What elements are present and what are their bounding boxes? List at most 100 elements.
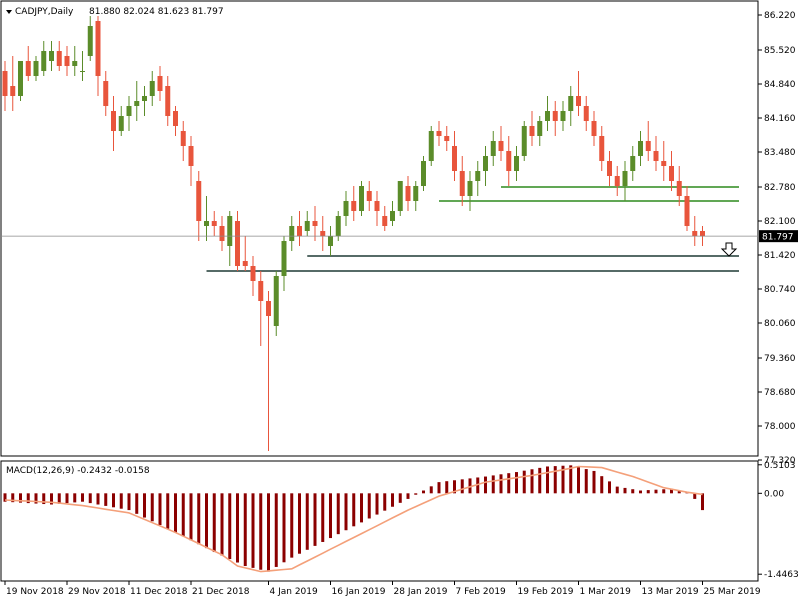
macd-bar bbox=[143, 493, 146, 518]
candle-body bbox=[397, 181, 403, 211]
macd-bar bbox=[212, 493, 216, 553]
time-tick-label: 13 Mar 2019 bbox=[642, 587, 699, 597]
candle bbox=[219, 216, 225, 251]
macd-bar bbox=[398, 493, 402, 503]
candle bbox=[452, 131, 457, 181]
macd-tick-label: 0.5103 bbox=[764, 461, 796, 471]
candle bbox=[188, 136, 194, 186]
macd-bar bbox=[476, 477, 480, 494]
macd-bar bbox=[584, 469, 588, 494]
macd-bar bbox=[468, 478, 472, 494]
macd-bar bbox=[57, 493, 61, 504]
candle-body bbox=[452, 146, 457, 171]
macd-bar bbox=[228, 493, 232, 560]
macd-bar bbox=[313, 493, 317, 546]
candle bbox=[413, 181, 419, 211]
candle-body bbox=[459, 171, 465, 196]
macd-bar bbox=[615, 486, 619, 494]
candle bbox=[366, 181, 372, 211]
candle-body bbox=[676, 181, 682, 196]
candle-body bbox=[607, 161, 612, 176]
candle-body bbox=[506, 151, 512, 171]
candle bbox=[552, 101, 558, 136]
candle bbox=[483, 146, 488, 186]
candle-body bbox=[289, 226, 295, 241]
candle-body bbox=[638, 141, 643, 156]
chart-header: CADJPY,Daily 81.880 82.024 81.623 81.797 bbox=[6, 7, 224, 17]
candle-body bbox=[312, 221, 318, 226]
candle bbox=[614, 166, 620, 196]
macd-bar bbox=[305, 493, 309, 550]
candle bbox=[490, 131, 496, 166]
candle bbox=[436, 121, 442, 146]
candle bbox=[645, 121, 651, 161]
macd-bar bbox=[321, 493, 325, 542]
macd-bar bbox=[251, 493, 255, 568]
candle bbox=[297, 211, 302, 246]
candle bbox=[273, 271, 279, 336]
candle-body bbox=[335, 216, 341, 236]
candle bbox=[405, 176, 411, 211]
macd-bar bbox=[112, 493, 115, 508]
candle-body bbox=[576, 96, 581, 106]
candle-body bbox=[366, 191, 372, 201]
candle-body bbox=[111, 111, 116, 131]
candle-body bbox=[436, 131, 442, 136]
macd-bar bbox=[127, 493, 131, 511]
candle-body bbox=[622, 171, 628, 186]
price-tick-label: 84.160 bbox=[764, 114, 796, 124]
candle-body bbox=[165, 86, 171, 116]
candle-body bbox=[390, 211, 395, 221]
dropdown-triangle-icon[interactable] bbox=[6, 10, 12, 14]
macd-bar bbox=[646, 490, 650, 494]
macd-bar bbox=[406, 493, 410, 499]
candle bbox=[537, 116, 543, 146]
candle bbox=[521, 121, 527, 161]
macd-bar bbox=[81, 493, 84, 502]
time-tick-label: 19 Feb 2019 bbox=[518, 587, 574, 597]
candle bbox=[374, 191, 380, 226]
macd-bar bbox=[290, 493, 294, 558]
candle bbox=[2, 61, 8, 111]
macd-bar bbox=[11, 493, 15, 503]
macd-bar bbox=[437, 482, 441, 494]
time-tick-label: 25 Mar 2019 bbox=[704, 587, 761, 597]
candle bbox=[475, 161, 481, 196]
candle bbox=[149, 71, 155, 106]
price-tick-label: 82.780 bbox=[764, 183, 796, 193]
time-tick-label: 29 Nov 2018 bbox=[68, 587, 126, 597]
time-tick-label: 19 Nov 2018 bbox=[6, 587, 64, 597]
ohlc-readout: 81.880 82.024 81.623 81.797 bbox=[89, 7, 224, 17]
candle-body bbox=[382, 216, 388, 226]
macd-bar bbox=[677, 490, 681, 494]
candle-body bbox=[227, 216, 233, 246]
candle bbox=[157, 66, 163, 101]
candle bbox=[568, 86, 574, 126]
candle-body bbox=[87, 26, 93, 56]
macd-bar bbox=[460, 479, 464, 494]
candle bbox=[49, 41, 54, 71]
candle bbox=[328, 226, 333, 256]
candle-body bbox=[25, 61, 31, 76]
candle bbox=[390, 201, 395, 226]
macd-bar bbox=[429, 486, 433, 494]
time-tick-label: 4 Jan 2019 bbox=[270, 587, 318, 597]
price-tick-label: 82.100 bbox=[764, 217, 796, 227]
macd-bar bbox=[484, 476, 487, 494]
price-axis: 86.220 85.520 84.840 84.160 83.480 82.780 82.1… bbox=[1, 11, 798, 466]
macd-bar bbox=[422, 490, 425, 494]
macd-bar bbox=[34, 493, 38, 504]
candle bbox=[95, 16, 101, 96]
macd-bar bbox=[491, 475, 495, 494]
price-tick-label: 80.740 bbox=[764, 285, 796, 295]
candle bbox=[622, 161, 628, 201]
time-axis: 19 Nov 2018 29 Nov 2018 11 Dec 2018 21 Dec … bbox=[4, 581, 761, 597]
macd-bar bbox=[515, 472, 518, 494]
macd-bar bbox=[181, 493, 185, 537]
candle bbox=[242, 236, 248, 271]
macd-bar bbox=[243, 493, 247, 567]
macd-bar bbox=[197, 493, 201, 545]
macd-tick-label: -1.4463 bbox=[764, 570, 799, 580]
candle bbox=[80, 51, 85, 81]
